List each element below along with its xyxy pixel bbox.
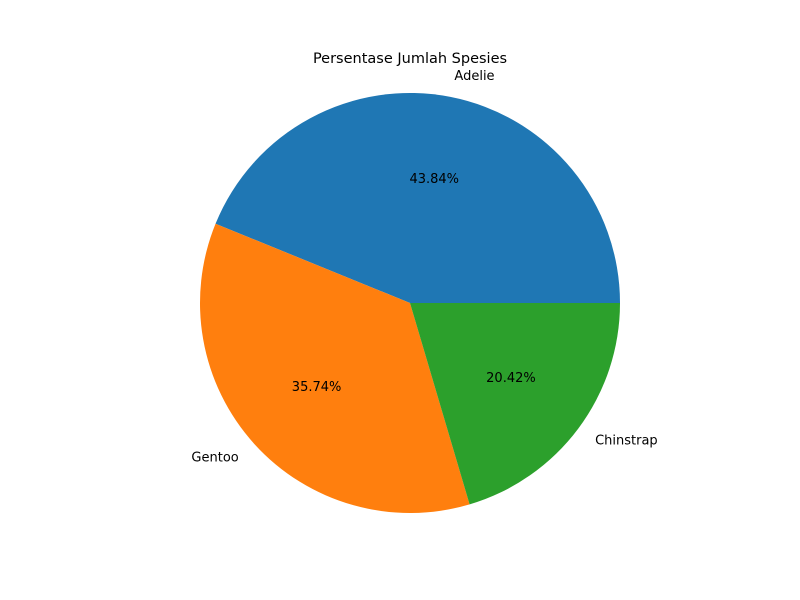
slice-label-chinstrap: Chinstrap xyxy=(595,434,658,449)
chart-title: Persentase Jumlah Spesies xyxy=(313,51,507,67)
slice-percent-adelie: 43.84% xyxy=(409,172,459,187)
pie-slice-adelie xyxy=(215,92,621,303)
slice-percent-chinstrap: 20.42% xyxy=(486,371,536,386)
slice-label-gentoo: Gentoo xyxy=(191,451,238,466)
pie-slice-chinstrap xyxy=(410,303,620,505)
pie-slice-gentoo xyxy=(199,223,470,514)
pie-labels: Adelie 43.84% Gentoo 35.74% Chinstrap 20.42% xyxy=(191,69,657,466)
slice-label-adelie: Adelie xyxy=(454,69,494,84)
pie-slices xyxy=(199,92,621,514)
slice-percent-gentoo: 35.74% xyxy=(292,380,342,395)
